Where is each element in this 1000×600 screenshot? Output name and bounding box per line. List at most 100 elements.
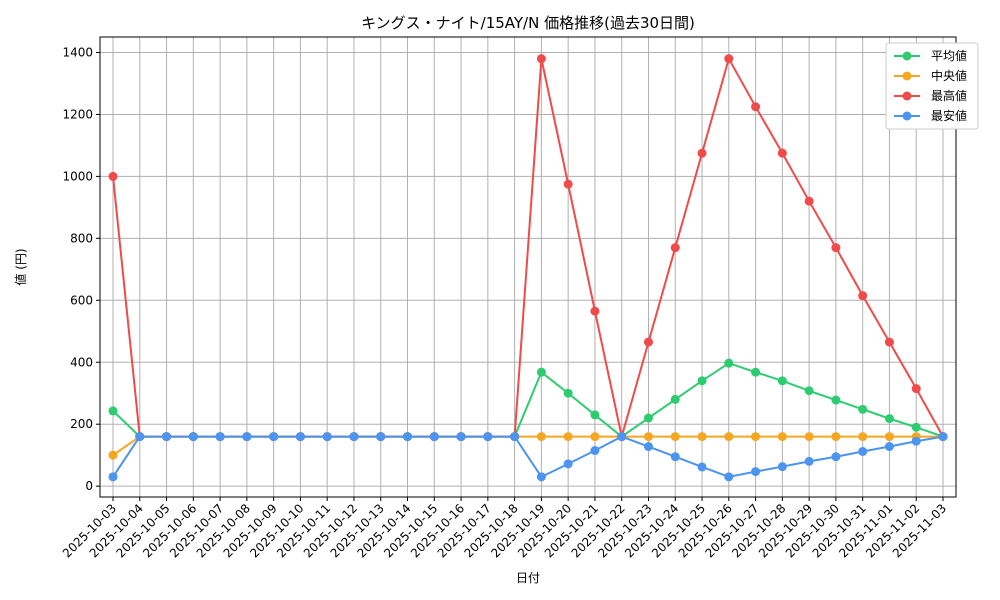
series-0 [108,358,948,442]
data-point [751,367,761,377]
data-point [643,337,653,347]
y-tick-label: 400 [70,355,93,369]
series-2 [108,54,948,442]
series-layer [108,54,948,482]
data-point [911,436,921,446]
legend-marker [902,111,912,121]
data-point [884,442,894,452]
data-point [831,432,841,442]
data-point [643,432,653,442]
data-point [670,432,680,442]
data-point [697,462,707,472]
data-point [670,394,680,404]
series-line [112,435,943,457]
data-point [242,432,252,442]
data-point [590,306,600,316]
data-point [483,432,493,442]
data-point [858,404,868,414]
data-point [429,432,439,442]
data-point [777,148,787,158]
data-point [884,414,894,424]
data-point [858,446,868,456]
y-tick-label: 1000 [62,169,93,183]
chart-title: キングス・ナイト/15AY/N 価格推移(過去30日間) [361,14,695,32]
y-axis: 0 200 400 600 800 1000 1200 1400 [62,45,100,493]
y-tick-label: 200 [70,417,93,431]
y-axis-label: 値 (円) [13,248,28,285]
y-tick-label: 1200 [62,107,93,121]
data-point [697,148,707,158]
x-axis-label: 日付 [516,571,540,585]
data-point [563,432,573,442]
data-point [376,432,386,442]
data-point [911,384,921,394]
data-point [911,422,921,432]
data-point [670,452,680,462]
data-point [670,243,680,253]
data-point [188,432,198,442]
data-point [804,196,814,206]
data-point [108,171,118,181]
data-point [938,432,948,442]
data-point [108,450,118,460]
data-point [724,54,734,64]
data-point [724,358,734,368]
data-point [590,432,600,442]
data-point [510,432,520,442]
data-point [697,432,707,442]
series-line [112,56,944,438]
series-3 [108,432,948,482]
legend-label: 最安値 [931,108,967,123]
data-point [858,432,868,442]
legend-label: 平均値 [931,48,967,63]
plot-frame [99,36,957,498]
data-point [804,456,814,466]
data-point [536,54,546,64]
legend-marker [902,71,912,81]
data-point [269,432,279,442]
data-point [884,337,894,347]
y-tick-label: 600 [70,293,93,307]
data-point [751,432,761,442]
data-point [162,432,172,442]
data-point [536,432,546,442]
y-tick-label: 800 [70,231,93,245]
data-point [590,410,600,420]
data-point [724,432,734,442]
data-point [108,406,118,416]
data-point [617,432,627,442]
data-point [884,432,894,442]
series-line [112,435,944,479]
data-point [697,376,707,386]
data-point [349,432,359,442]
data-point [777,462,787,472]
y-tick-label: 1400 [62,45,93,59]
data-point [322,432,332,442]
data-point [403,432,413,442]
data-point [215,432,225,442]
x-axis: 2025-10-032025-10-042025-10-052025-10-06… [60,497,949,560]
data-point [108,472,118,482]
data-point [563,388,573,398]
legend-label: 中央値 [931,68,967,83]
data-point [295,432,305,442]
data-point [590,446,600,456]
data-point [643,442,653,452]
data-point [563,179,573,189]
series-line [112,362,944,438]
data-point [563,459,573,469]
legend-marker [902,51,912,61]
data-point [456,432,466,442]
data-point [536,472,546,482]
data-point [831,243,841,253]
data-point [643,413,653,423]
data-point [804,386,814,396]
data-point [135,432,145,442]
legend-label: 最高値 [931,88,967,103]
data-point [536,367,546,377]
grid-lines [100,37,956,497]
data-point [831,452,841,462]
data-point [831,395,841,405]
